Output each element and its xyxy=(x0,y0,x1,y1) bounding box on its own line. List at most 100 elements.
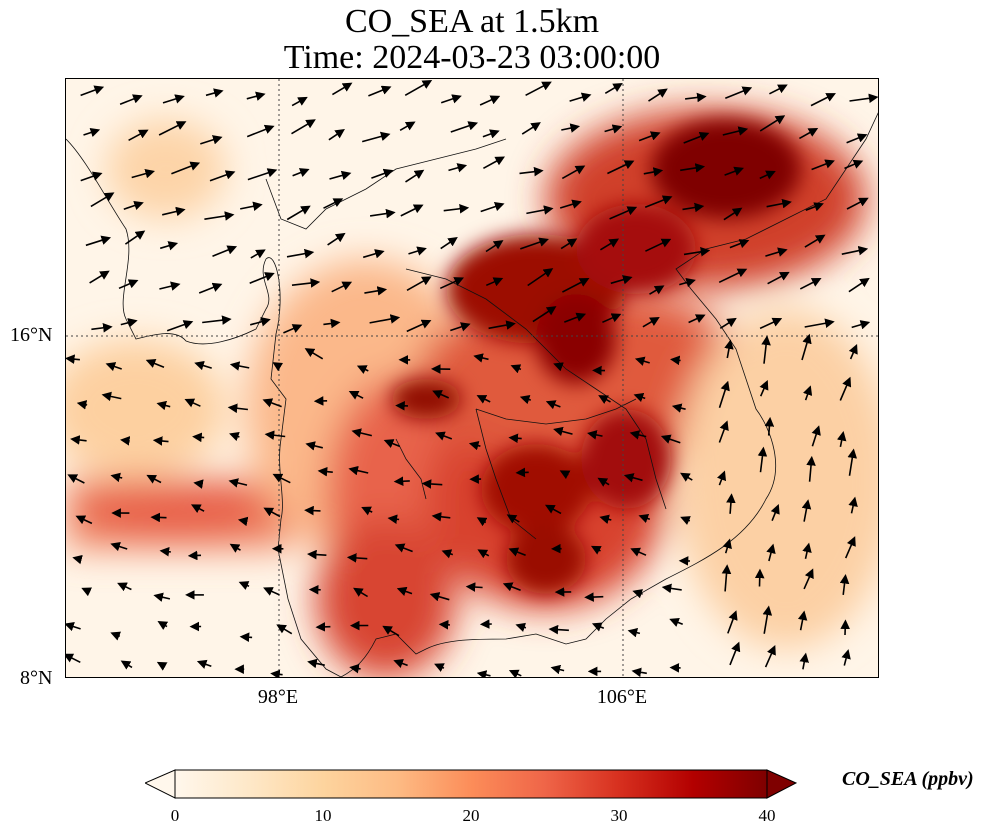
wind-arrow xyxy=(238,581,250,591)
wind-arrow xyxy=(477,549,490,559)
map-title-variable: CO_SEA at 1.5km xyxy=(344,3,600,40)
wind-arrow xyxy=(212,245,238,257)
wind-arrow xyxy=(153,592,171,602)
wind-arrow xyxy=(802,542,812,559)
colorbar-extend-high xyxy=(766,769,797,799)
wind-arrow xyxy=(508,433,522,444)
wind-arrow xyxy=(123,200,144,211)
wind-arrow xyxy=(848,277,870,293)
wind-arrow xyxy=(246,91,266,101)
wind-arrow xyxy=(764,416,775,436)
wind-arrow xyxy=(400,204,424,217)
wind-arrow xyxy=(846,133,868,144)
wind-arrow xyxy=(157,620,169,630)
wind-arrow xyxy=(66,622,81,632)
wind-arrow xyxy=(120,436,131,446)
wind-arrow xyxy=(545,400,561,410)
wind-arrow xyxy=(291,278,321,288)
wind-arrow xyxy=(476,517,488,527)
wind-arrow xyxy=(159,241,179,251)
lat-label-16N: 16°N xyxy=(10,324,53,346)
wind-arrow xyxy=(729,641,741,666)
wind-arrow xyxy=(759,317,783,330)
wind-arrow xyxy=(346,553,368,563)
wind-arrow xyxy=(553,426,573,437)
wind-arrow xyxy=(229,361,250,371)
wind-arrow xyxy=(349,663,361,674)
wind-arrow xyxy=(609,206,638,220)
wind-arrow xyxy=(717,470,727,486)
wind-arrow xyxy=(799,278,822,290)
wind-arrow xyxy=(120,318,138,328)
wind-arrow xyxy=(508,669,522,677)
wind-arrow xyxy=(483,156,506,170)
wind-arrow xyxy=(644,195,673,208)
wind-arrow xyxy=(441,549,454,559)
wind-arrow xyxy=(291,119,316,135)
wind-arrow xyxy=(205,88,224,98)
wind-arrow xyxy=(356,365,369,375)
wind-arrow xyxy=(408,246,427,256)
wind-arrow xyxy=(443,204,470,214)
wind-arrow xyxy=(156,661,168,671)
wind-arrow xyxy=(286,205,311,221)
wind-arrow xyxy=(80,85,105,97)
wind-arrow xyxy=(719,317,737,329)
wind-arrow xyxy=(473,353,489,363)
wind-arrow xyxy=(560,238,578,250)
wind-arrow xyxy=(85,235,112,247)
wind-arrow xyxy=(630,547,647,557)
wind-arrow xyxy=(371,168,394,179)
wind-arrow xyxy=(435,431,453,441)
wind-arrow xyxy=(683,247,711,257)
wind-arrow xyxy=(83,127,101,138)
wind-arrow xyxy=(194,360,212,371)
wind-vectors xyxy=(66,80,878,677)
wind-arrow xyxy=(89,270,110,284)
wind-arrow xyxy=(671,403,686,413)
wind-arrow xyxy=(502,582,521,592)
wind-arrow xyxy=(527,268,554,287)
wind-arrow xyxy=(361,131,391,143)
wind-arrow xyxy=(759,115,786,132)
wind-arrow xyxy=(204,211,235,221)
wind-arrow xyxy=(162,206,186,217)
wind-arrow xyxy=(90,192,115,208)
wind-arrow xyxy=(246,124,275,138)
wind-arrow xyxy=(587,430,603,440)
wind-arrow xyxy=(669,618,683,627)
wind-arrow xyxy=(432,390,450,399)
wind-arrow xyxy=(638,513,651,524)
wind-arrow xyxy=(369,208,396,219)
wind-arrow xyxy=(291,96,308,107)
wind-arrow xyxy=(331,82,353,96)
wind-arrow xyxy=(317,466,333,477)
wind-arrow xyxy=(680,472,693,482)
wind-arrow xyxy=(727,610,738,634)
wind-arrow xyxy=(761,335,771,364)
wind-arrow xyxy=(722,126,749,136)
wind-arrow xyxy=(128,129,149,142)
wind-arrow xyxy=(396,586,413,596)
wind-arrow xyxy=(158,121,187,136)
wind-arrow xyxy=(209,170,236,182)
wind-arrow xyxy=(184,398,201,408)
wind-arrow xyxy=(101,391,122,402)
wind-arrow xyxy=(767,271,790,285)
map-canvas xyxy=(66,79,878,677)
wind-arrow xyxy=(264,430,286,440)
lon-label-106E: 106°E xyxy=(596,686,648,708)
lat-label-8N: 8°N xyxy=(20,667,53,689)
wind-arrow xyxy=(550,664,565,675)
wind-arrow xyxy=(361,506,373,516)
colorbar-tick-20: 20 xyxy=(462,806,480,825)
wind-arrow xyxy=(482,129,500,139)
wind-arrow xyxy=(844,159,864,170)
wind-arrow xyxy=(110,631,122,641)
wind-arrow xyxy=(479,95,501,106)
wind-arrow xyxy=(602,313,622,324)
wind-arrow xyxy=(688,314,706,324)
wind-arrow xyxy=(721,564,732,592)
wind-arrow xyxy=(590,545,602,555)
wind-arrow xyxy=(629,430,647,440)
